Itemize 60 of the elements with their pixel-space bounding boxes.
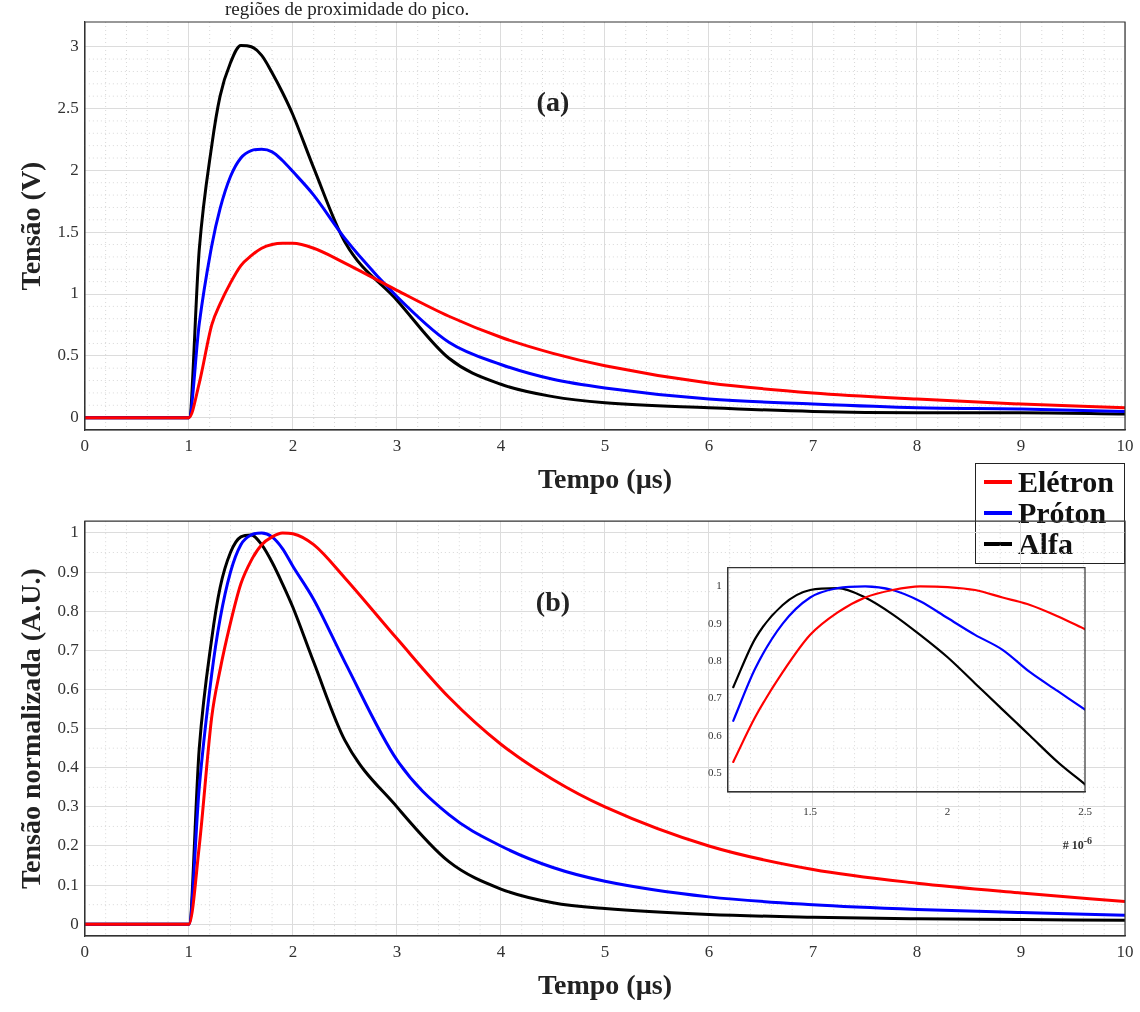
x-axis-title: Tempo (µs) bbox=[537, 463, 672, 495]
x-tick-label: 1.5 bbox=[803, 805, 818, 818]
x-tick-label: 4 bbox=[496, 435, 506, 455]
y-tick-label: 0.8 bbox=[57, 600, 79, 620]
y-tick-label: 1 bbox=[716, 579, 722, 592]
text: regiões de proximidade do pico. bbox=[225, 0, 470, 20]
y-tick-label: 0.3 bbox=[57, 796, 79, 816]
legend-label: Próton bbox=[1017, 496, 1107, 529]
text: (b) bbox=[535, 586, 571, 618]
legend-label: Alfa bbox=[1017, 527, 1073, 560]
x-tick-label: 7 bbox=[808, 941, 818, 961]
y-tick-label: 1 bbox=[70, 283, 79, 303]
y-tick-label: 0 bbox=[70, 407, 79, 427]
x-tick-label: 8 bbox=[912, 941, 922, 961]
y-tick-label: 0.9 bbox=[57, 561, 79, 581]
x-tick-label: 2 bbox=[944, 805, 951, 818]
x-tick-label: 6 bbox=[704, 941, 714, 961]
annotation: # 10$^{-6}$ bbox=[1062, 835, 1092, 853]
y-tick-label: 0.5 bbox=[708, 766, 723, 779]
y-tick-label: 1 bbox=[70, 522, 79, 542]
x-tick-label: 2 bbox=[288, 435, 298, 455]
y-tick-label: 0.4 bbox=[57, 757, 80, 777]
y-tick-label: 0 bbox=[70, 913, 79, 933]
y-axis-title: Tensão normalizada (A.U.) bbox=[15, 568, 47, 890]
y-tick-label: 0.1 bbox=[57, 874, 79, 894]
x-tick-label: 1 bbox=[184, 941, 194, 961]
x-tick-label: 5 bbox=[600, 435, 610, 455]
x-axis-title: Tempo (µs) bbox=[537, 969, 672, 1001]
x-tick-label: 2.5 bbox=[1078, 805, 1093, 818]
y-tick-label: 2 bbox=[70, 159, 79, 179]
x-tick-label: 4 bbox=[496, 941, 506, 961]
x-tick-label: 1 bbox=[184, 435, 194, 455]
line-series bbox=[84, 241, 1125, 420]
x-tick-label: 6 bbox=[704, 435, 714, 455]
y-tick-label: 0.9 bbox=[708, 616, 723, 629]
x-tick-label: 2 bbox=[288, 941, 298, 961]
y-axis-title: Tensão (V) bbox=[15, 161, 47, 291]
x-tick-label: 7 bbox=[808, 435, 818, 455]
x-tick-label: 8 bbox=[912, 435, 922, 455]
y-tick-label: 2.5 bbox=[57, 98, 79, 118]
y-tick-label: 0.7 bbox=[57, 639, 80, 659]
x-tick-label: 9 bbox=[1016, 941, 1026, 961]
y-tick-label: 0.8 bbox=[708, 653, 723, 666]
x-tick-label: 10 bbox=[1116, 941, 1134, 961]
y-tick-label: 0.2 bbox=[57, 835, 79, 855]
x-tick-label: 10 bbox=[1116, 435, 1134, 455]
y-tick-label: 0.6 bbox=[708, 728, 723, 741]
y-tick-label: 0.7 bbox=[708, 691, 723, 704]
y-tick-label: 1.5 bbox=[57, 221, 79, 241]
y-tick-label: 0.5 bbox=[57, 345, 79, 365]
x-tick-label: 5 bbox=[600, 941, 610, 961]
x-tick-label: 3 bbox=[392, 435, 402, 455]
text: (a) bbox=[536, 85, 570, 117]
y-tick-label: 0.5 bbox=[57, 718, 79, 738]
x-tick-label: 9 bbox=[1016, 435, 1026, 455]
x-tick-label: 3 bbox=[392, 941, 402, 961]
y-tick-label: 0.6 bbox=[57, 678, 79, 698]
y-tick-label: 3 bbox=[70, 36, 79, 56]
line-series bbox=[732, 585, 1085, 722]
legend-label: Elétron bbox=[1017, 465, 1114, 498]
